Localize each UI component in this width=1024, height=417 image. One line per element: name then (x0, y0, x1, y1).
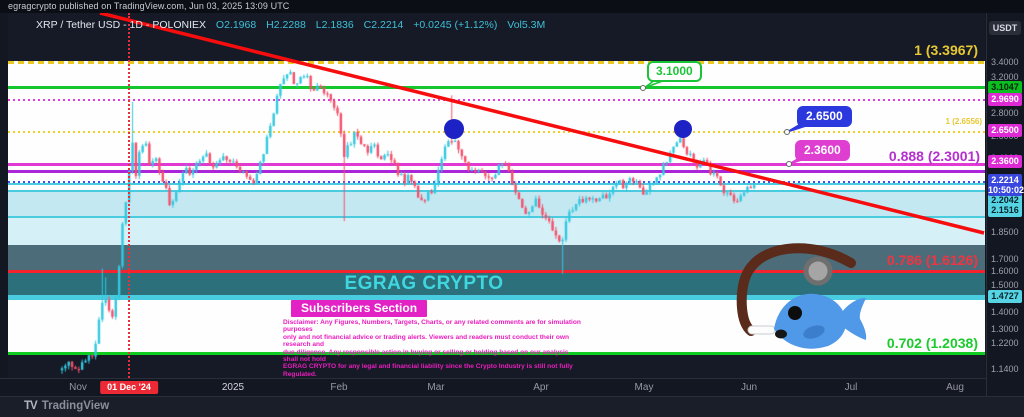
tv-logo-icon: TV (24, 400, 38, 412)
last-price-tag: 2.2214 10:50:02 (988, 174, 1024, 196)
ohlc-high: H2.2288 (266, 19, 306, 31)
price-tag: 2.2042 (988, 193, 1022, 207)
price-tick: 1.3000 (991, 324, 1019, 334)
price-tick: 3.4000 (991, 57, 1019, 67)
disclaimer-line: Disclaimer: Any Figures, Numbers, Target… (283, 319, 581, 334)
month-label: Feb (330, 382, 348, 393)
symbol-info-bar: XRP / Tether USD - 1D - POLONIEX O2.1968… (36, 19, 545, 33)
fib-label: 1 (2.6556) (945, 117, 982, 126)
footer-bar: TV TradingView (0, 396, 1024, 417)
event-vertical-line[interactable] (128, 13, 130, 378)
month-label: Jul (844, 382, 858, 393)
disclaimer-line: EGRAG CRYPTO for any legal and financial… (283, 363, 573, 378)
month-label: Apr (533, 382, 549, 393)
callout-tails (643, 79, 812, 165)
price-tick: 2.8000 (991, 108, 1019, 118)
price-tag: 1.4727 (988, 289, 1022, 303)
month-label: Aug (946, 382, 964, 393)
blue-circle-markers (444, 119, 692, 139)
blue-dot-marker[interactable] (674, 120, 692, 138)
event-date-tag: 01 Dec '24 (100, 381, 158, 394)
subscribers-section-badge: Subscribers Section (291, 300, 428, 317)
price-tick: 1.7000 (991, 254, 1019, 264)
fishing-rod-icon (736, 243, 856, 336)
egrag-crypto-watermark: EGRAG CRYPTO (344, 273, 504, 294)
fish-and-hook-illustration (736, 243, 867, 349)
month-label: May (634, 382, 654, 393)
price-change: +0.0245 (+1.12%) (413, 19, 498, 31)
bar-countdown: 10:50:02 (988, 185, 1024, 195)
disclaimer-text: Disclaimer: Any Figures, Numbers, Target… (283, 319, 585, 378)
price-tag: 2.1516 (988, 203, 1022, 217)
price-callout[interactable]: 2.3600 (795, 140, 850, 161)
fib-label: 1 (3.3967) (914, 42, 978, 58)
time-scale[interactable]: Nov 2025 Feb Mar Apr May Jun Jul Aug 01 Dec '24 (0, 378, 986, 397)
fib-label: 0.702 (1.2038) (886, 335, 978, 351)
volume-value: Vol5.3M (507, 19, 546, 31)
price-tick: 1.4000 (991, 307, 1019, 317)
price-tick: 1.8500 (991, 227, 1019, 237)
ohlc-open: O2.1968 (215, 19, 257, 31)
price-tag: 2.3600 (988, 154, 1022, 168)
fib-label: 0.888 (2.3001) (888, 148, 980, 164)
fish-mouth-icon (775, 329, 787, 339)
fish-tail-icon (839, 297, 867, 340)
reel-icon (803, 256, 833, 286)
callout-anchor-dots (640, 85, 792, 167)
fish-eye-icon (788, 306, 802, 320)
price-callout[interactable]: 2.6500 (797, 106, 852, 127)
symbol-title: XRP / Tether USD - 1D - POLONIEX (36, 19, 206, 31)
price-tick: 3.2000 (991, 72, 1019, 82)
price-tick: 1.6000 (991, 266, 1019, 276)
disclaimer-line: only and not financial advice or trading… (283, 333, 570, 349)
fish-fin-icon (803, 325, 825, 339)
blue-dot-marker[interactable] (444, 119, 464, 139)
price-scale[interactable]: USDT 3.40003.20002.80002.60002.40001.850… (986, 13, 1024, 396)
tradingview-logo[interactable]: TV TradingView (24, 400, 109, 412)
price-tag: 3.1047 (988, 80, 1022, 94)
price-tick: 1.1400 (991, 364, 1019, 374)
month-label: Nov (69, 382, 87, 393)
publisher-bar: egragcrypto published on TradingView.com… (0, 0, 1024, 13)
price-callout[interactable]: 3.1000 (647, 61, 702, 82)
month-label: 2025 (221, 382, 245, 393)
hook-icon (747, 325, 776, 335)
month-label: Jun (740, 382, 758, 393)
currency-toggle-button[interactable]: USDT (989, 21, 1021, 35)
last-price-value: 2.2214 (991, 175, 1019, 185)
price-tick: 1.2200 (991, 338, 1019, 348)
month-label: Mar (427, 382, 445, 393)
fib-label: 0.786 (1.6126) (886, 252, 978, 268)
publisher-text: egragcrypto published on TradingView.com… (8, 1, 290, 11)
price-tick: 1.5000 (991, 280, 1019, 290)
ohlc-close: C2.2214 (363, 19, 404, 31)
price-tag: 2.6500 (988, 123, 1022, 137)
price-tag: 2.9690 (988, 92, 1022, 106)
tv-brand-text: TradingView (41, 400, 110, 412)
ohlc-low: L2.1836 (315, 19, 354, 31)
disclaimer-line: due diligence. Any responsible action in… (283, 348, 569, 364)
fish-body-icon (774, 293, 847, 349)
descending-trendline (99, 11, 985, 235)
